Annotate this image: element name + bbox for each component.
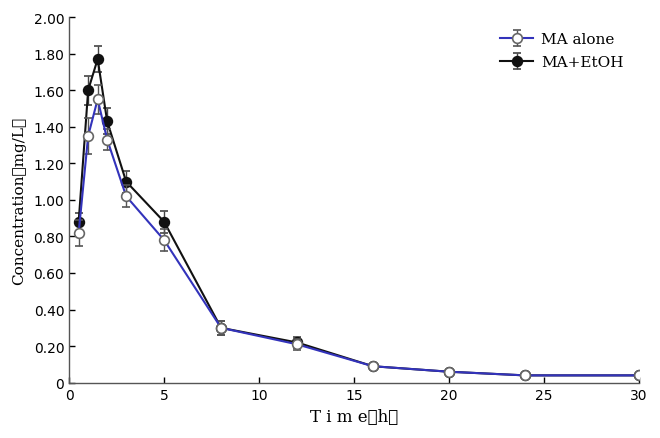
Y-axis label: Concentration（mg/L）: Concentration（mg/L） — [13, 117, 26, 284]
X-axis label: T i m e（h）: T i m e（h） — [310, 409, 398, 426]
Legend: MA alone, MA+EtOH: MA alone, MA+EtOH — [492, 25, 631, 78]
